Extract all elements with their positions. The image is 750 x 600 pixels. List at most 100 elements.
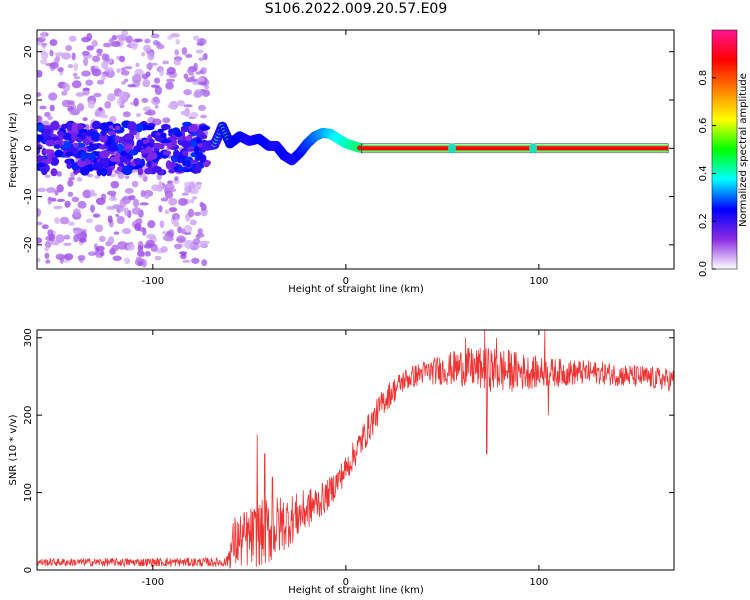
spectrogram-noise-blob [135,113,142,118]
spectrogram-noise-blob [116,68,121,73]
spectrogram-noise-blob [96,53,103,57]
spectrogram-noise-blob [154,104,159,109]
spectrogram-noise-blob [146,63,153,70]
spectrogram-band-blob [151,166,162,173]
spectrogram-band-blob [71,122,78,133]
colorbar-tick-label: 0.4 [698,165,709,181]
spectrogram-noise-blob [199,240,208,249]
spectrogram-noise-blob [162,117,171,124]
spectrogram-band-blob [193,145,200,155]
spectrogram-band-blob [143,125,155,131]
spectrogram-noise-blob [174,49,180,56]
colorbar-gradient [711,29,738,270]
spectrogram-band-blob [90,131,101,142]
spectrogram-noise-blob [101,61,109,69]
spectrogram-noise-blob [121,197,128,201]
spectrogram-noise-blob [195,49,204,54]
spectrogram-noise-blob [37,237,43,244]
spectrogram-noise-blob [121,227,132,235]
spectrogram-noise-blob [139,202,149,206]
spectrogram-noise-blob [68,221,75,227]
spectrogram-noise-blob [82,87,90,91]
spectrogram-noise-blob [141,98,149,103]
spectrogram-noise-blob [135,38,143,43]
spectrogram-noise-blob [92,213,101,218]
spectrogram-band-blob [87,152,96,161]
spectrogram-noise-blob [199,201,204,208]
spectrogram-noise-blob [61,99,72,108]
spectrogram-noise-blob [85,218,93,223]
spectrogram-noise-blob [192,196,198,200]
spectrogram-noise-blob [115,213,120,217]
spectrogram-noise-blob [99,250,105,257]
spectrogram-band-blob [100,167,108,177]
spectrogram-noise-blob [86,173,94,178]
spectrogram-noise-blob [77,254,86,261]
spectrogram-noise-blob [198,57,204,62]
spectrogram-noise-blob [180,228,186,235]
spectrogram-noise-blob [48,233,56,242]
spectrogram-noise-blob [46,187,56,193]
spectrogram-noise-blob [200,67,207,75]
spectrogram-noise-blob [56,184,64,193]
spectrogram-band-blob [43,149,55,155]
spectrogram-noise-blob [172,179,180,185]
spectrogram-noise-blob [181,192,189,196]
spectrogram-noise-blob [49,39,58,46]
spectrogram-noise-blob [154,255,162,261]
colorbar-tick-label: 0.8 [698,70,709,86]
spectrogram-band-blob [51,120,60,131]
spectrogram-band-blob [41,167,48,176]
spectrogram-noise-blob [67,179,74,187]
spectrogram-band-blob [37,162,46,168]
spectrogram-noise-blob [143,44,152,53]
spectrogram-noise-blob [69,171,76,178]
spectrogram-noise-blob [92,55,101,63]
spectrogram-noise-blob [64,253,74,261]
spectrogram-noise-blob [104,67,114,72]
spectrogram-band-blob [91,120,102,130]
spectrogram-noise-blob [71,196,80,203]
spectrogram-noise-blob [87,100,95,109]
spectrogram-noise-blob [75,92,85,97]
spectrogram-noise-blob [69,110,80,116]
spectrogram-noise-blob [56,171,62,177]
spectrogram-noise-blob [90,204,95,213]
spectrogram-noise-blob [117,241,127,250]
spectrogram-noise-blob [174,243,183,250]
spectrogram-noise-blob [180,110,190,116]
spectrogram-noise-blob [154,77,161,84]
spectrogram-band-blob [162,150,172,156]
spectrogram-band-blob [171,138,177,148]
spectrogram-noise-blob [94,224,104,233]
spectrogram-noise-blob [62,82,71,92]
spectrogram-noise-blob [79,237,87,243]
spectrogram-noise-blob [107,93,116,102]
spectrogram-noise-blob [144,250,151,257]
spectrogram-noise-blob [63,242,72,246]
spectrogram-noise-blob [193,89,204,97]
spectrogram-noise-blob [200,114,208,119]
spectrogram-noise-blob [204,85,210,90]
spectrogram-noise-blob [122,111,131,118]
spectrogram-noise-blob [112,255,122,262]
spectrogram-carrier-outline [360,143,669,154]
spectrogram-noise-blob [119,55,126,63]
spectrogram-band-blob [114,152,122,163]
spectrogram-band-blob [79,165,90,176]
spectrogram-band-blob [100,130,107,136]
spectrogram-noise-blob [183,225,193,233]
spectrogram-noise-blob [124,66,133,70]
spectrogram-noise-blob [37,221,43,226]
spectrogram-band-blob [184,135,192,142]
spectrogram-noise-blob [144,193,150,200]
spectrogram-noise-blob [141,73,149,80]
snr-series-line [37,330,674,570]
spectrogram-noise-blob [63,234,71,240]
spectrogram-noise-blob [57,66,64,73]
spectrogram-band-blob [61,123,67,130]
spectrogram-noise-blob [184,239,194,249]
spectrogram-band-blob [99,133,108,143]
spectrogram-noise-blob [194,244,200,249]
